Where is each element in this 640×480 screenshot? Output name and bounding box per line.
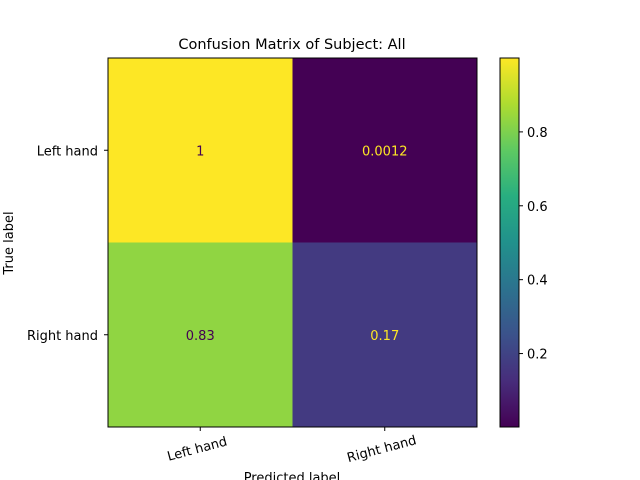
y-tick-label: Right hand — [27, 329, 98, 344]
colorbar-ticks: 0.2 0.4 0.6 0.8 — [519, 126, 548, 363]
y-axis-ticks: Left hand Right hand — [27, 144, 108, 344]
chart-title: Confusion Matrix of Subject: All — [178, 37, 405, 53]
cell-value-label: 0.17 — [370, 329, 399, 344]
y-axis-label: True label — [2, 211, 17, 275]
y-tick-label: Left hand — [37, 144, 98, 159]
heatmap-cells: 1 0.0012 0.83 0.17 — [108, 58, 477, 427]
heatmap-cell — [108, 242, 293, 427]
x-tick-label: Left hand — [166, 434, 229, 464]
x-axis-ticks: Left hand Right hand — [166, 427, 418, 466]
heatmap-cell — [292, 242, 477, 427]
plot-frame — [107, 57, 478, 428]
colorbar-tick-label: 0.4 — [527, 274, 548, 289]
colorbar — [499, 57, 520, 428]
cell-value-label: 1 — [196, 144, 204, 159]
heatmap-cell — [108, 58, 293, 243]
heatmap-cell — [292, 58, 477, 243]
x-axis-label: Predicted label — [244, 471, 341, 480]
cell-value-label: 0.83 — [186, 329, 215, 344]
colorbar-tick-label: 0.6 — [527, 200, 548, 215]
x-tick-label: Right hand — [346, 433, 419, 466]
colorbar-tick-label: 0.2 — [527, 348, 548, 363]
cell-value-label: 0.0012 — [362, 144, 408, 159]
colorbar-tick-label: 0.8 — [527, 126, 548, 141]
